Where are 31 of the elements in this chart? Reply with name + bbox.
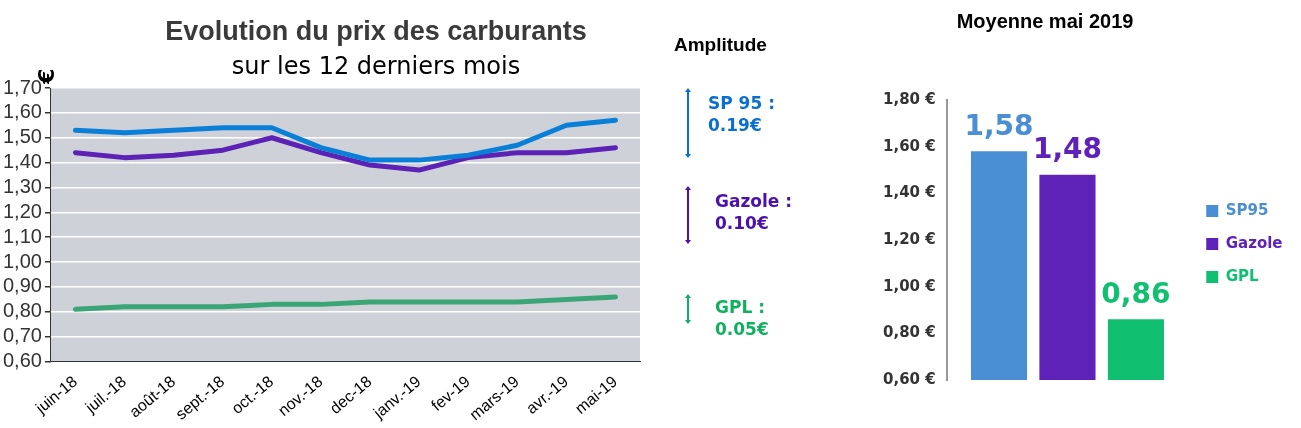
- y-tick-label: 1,60: [2, 100, 42, 123]
- text: GPL : 0.05€: [715, 296, 769, 340]
- y-tick-label: 0,80 €: [883, 323, 936, 342]
- y-tick-label: 1,20: [2, 199, 42, 222]
- y-tick-label: 0,70: [2, 324, 42, 347]
- y-tick-label: 0,60 €: [883, 369, 936, 388]
- chart-subtitle: sur les 12 derniers mois: [231, 52, 521, 80]
- y-tick-label: 0,60: [2, 349, 42, 372]
- data-label: 0,86: [1101, 276, 1171, 310]
- data-label: 1,58: [964, 108, 1034, 142]
- text: Amplitude: [674, 34, 767, 56]
- text: SP 95 : 0.19€: [708, 92, 775, 136]
- y-tick-label: 1,40: [2, 150, 42, 173]
- y-tick-label: 1,10: [2, 224, 42, 247]
- y-tick-label: 1,30: [2, 175, 42, 197]
- y-tick-label: 1,50: [2, 125, 42, 148]
- legend-label: SP95: [1225, 200, 1269, 219]
- y-tick-label: 0,80: [2, 299, 42, 322]
- y-tick-label: 1,20 €: [883, 229, 936, 248]
- y-tick-label: 1,00: [2, 249, 42, 272]
- y-tick-label: 0,90: [2, 274, 42, 297]
- y-tick-label: 1,60 €: [883, 136, 936, 155]
- chart-title: Evolution du prix des carburants: [165, 16, 587, 46]
- data-label: 1,48: [1032, 131, 1103, 165]
- chart-title: Moyenne mai 2019: [956, 10, 1134, 32]
- text: Gazole : 0.10€: [715, 190, 793, 234]
- legend-label: GPL: [1225, 266, 1260, 285]
- y-tick-label: 1,80 €: [883, 89, 936, 108]
- y-tick-label: 1,00 €: [883, 276, 936, 295]
- y-tick-label: 1,40 €: [883, 183, 936, 202]
- legend-label: Gazole: [1225, 233, 1283, 252]
